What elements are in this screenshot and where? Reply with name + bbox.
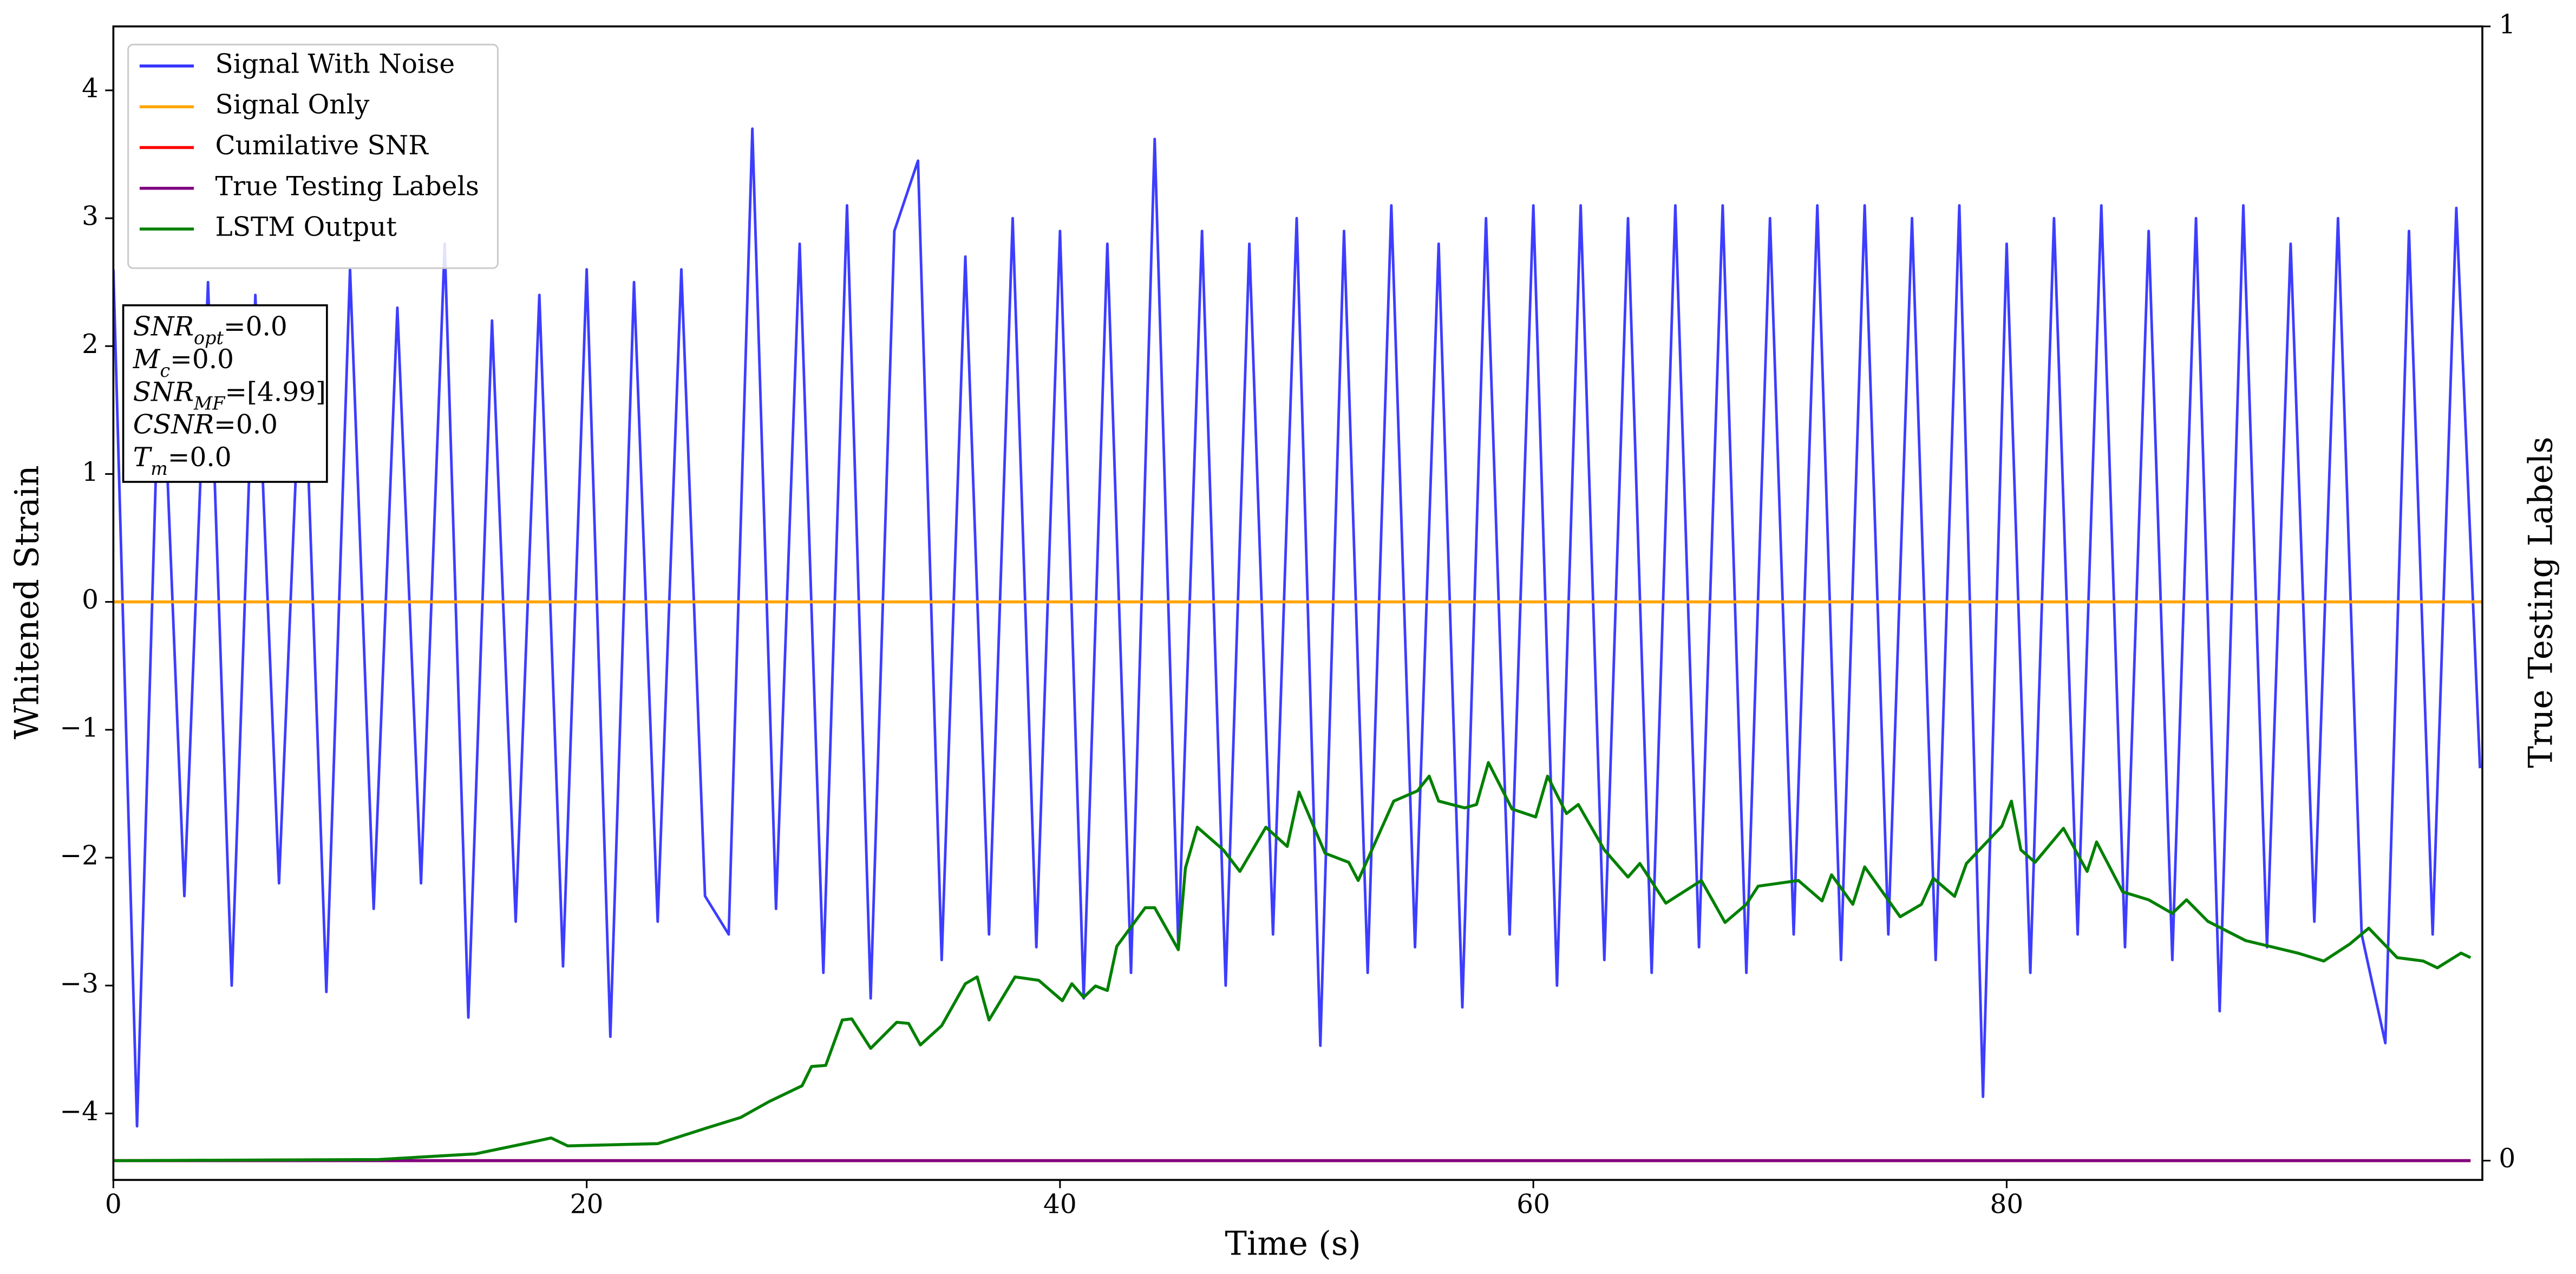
y-tick-label: 3 [82,201,99,231]
annotation-subscript: MF [193,393,226,414]
annotation-value: =0.0 [170,344,234,374]
y-tick-label: −4 [60,1096,99,1127]
x-tick-label: 40 [1043,1189,1077,1219]
y-tick-label: 1 [82,457,99,487]
y-tick-label: −2 [60,840,99,871]
y-tick-label: −3 [60,969,99,999]
annotation-line: Tm=0.0 [133,442,232,479]
legend-label: True Testing Labels [215,171,479,201]
annotation-subscript: c [160,360,170,381]
y2-tick-label: 1 [2499,9,2515,40]
y-tick-label: −1 [60,713,99,743]
annotation-subscript: opt [194,327,224,348]
plot-area [113,127,2483,1162]
y-axis-label: Whitened Strain [9,465,47,739]
annotation-symbol: SNR [133,377,194,407]
annotation-symbol: T [133,442,153,472]
y2-axis-label: True Testing Labels [2522,436,2560,768]
axes-frame [112,25,2483,1181]
y2-tick-label: 0 [2499,1144,2515,1174]
legend-label: LSTM Output [215,212,397,242]
annotation-line: SNRopt=0.0 [133,311,287,348]
series-line [113,761,2472,1162]
y-tick-label: 4 [82,73,99,103]
annotation: SNRopt=0.0Mc=0.0SNRMF=[4.99]CSNR=0.0Tm=0… [122,304,328,483]
x-tick-label: 0 [105,1189,122,1219]
annotation-value: =0.0 [168,442,232,472]
x-tick-label: 80 [1990,1189,2024,1219]
x-axis-label: Time (s) [1225,1225,1361,1263]
x-tick-label: 20 [570,1189,604,1219]
y-tick-label: 0 [82,585,99,615]
legend: Signal With Noise Signal Only Cumilative S… [127,43,499,269]
legend-box [127,43,499,269]
annotation-symbol: SNR [133,311,194,342]
annotation-symbol: M [133,344,161,374]
legend-label: Signal With Noise [215,49,455,79]
annotation-line: CSNR=0.0 [133,409,278,440]
annotation-line: Mc=0.0 [133,344,234,381]
annotation-box [122,304,328,483]
annotation-subscript: m [151,458,168,479]
annotation-line: SNRMF=[4.99] [133,377,326,414]
legend-label: Signal Only [215,90,370,120]
series-line [113,127,2482,1128]
y-tick-label: 2 [82,329,99,360]
annotation-value: =0.0 [214,409,278,440]
annotation-value: =0.0 [224,311,287,342]
x-tick-label: 60 [1516,1189,1550,1219]
annotation-symbol: CSNR [133,409,214,440]
legend-label: Cumilative SNR [215,130,429,161]
annotation-value: =[4.99] [225,377,326,407]
